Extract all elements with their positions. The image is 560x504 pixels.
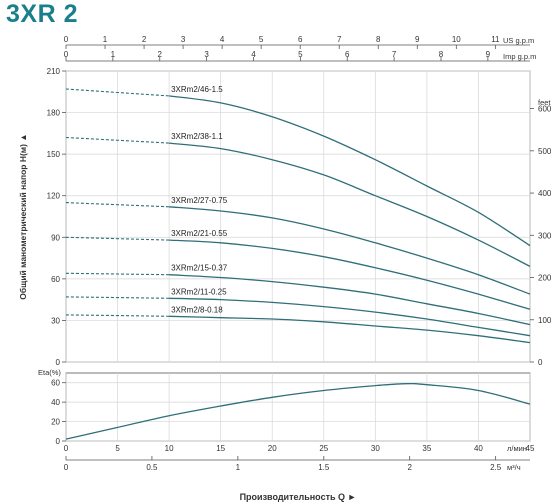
head-y-tick-label: 180 <box>47 109 61 118</box>
head-y-tick-label: 210 <box>47 67 61 76</box>
us-gpm-unit: US g.p.m <box>503 36 534 45</box>
series-curve <box>169 315 531 344</box>
imp-gpm-tick-label: 5 <box>298 50 303 59</box>
head-y-axis-label: Общий манометрический напор H(м) ▲ <box>18 133 28 299</box>
lmin-tick-label: 30 <box>371 444 380 453</box>
us-gpm-tick-label: 1 <box>103 35 108 44</box>
eff-y-tick-label: 60 <box>51 379 60 388</box>
series-label: 3XRm2/15-0.37 <box>171 264 228 273</box>
head-y-tick-label: 30 <box>51 316 60 325</box>
series-curve <box>169 206 531 295</box>
eff-y-tick-label: 20 <box>51 418 60 427</box>
lmin-tick-label: 15 <box>216 444 225 453</box>
lmin-tick-label: 40 <box>474 444 483 453</box>
series-curve <box>169 239 531 310</box>
imp-gpm-tick-label: 7 <box>392 50 397 59</box>
series-curve <box>169 297 531 337</box>
feet-y-tick-label: 0 <box>538 358 543 367</box>
imp-gpm-unit: Imp g.p.m <box>503 52 536 61</box>
eff-y-tick-label: 40 <box>51 398 60 407</box>
series-curve-dashed <box>65 136 170 144</box>
head-y-tick-label: 0 <box>56 358 61 367</box>
series-curve-dashed <box>65 296 170 299</box>
feet-axis-label: feet <box>538 98 551 107</box>
imp-gpm-tick-label: 0 <box>64 50 69 59</box>
eff-plot-frame <box>65 372 531 442</box>
imp-gpm-tick-label: 6 <box>345 50 350 59</box>
us-gpm-tick-label: 9 <box>415 35 420 44</box>
m3h-unit: м³/ч <box>507 463 521 472</box>
imp-gpm-tick-label: 8 <box>439 50 444 59</box>
lmin-tick-label: 5 <box>115 444 120 453</box>
m3h-tick-label: 2 <box>407 463 412 472</box>
us-gpm-tick-label: 10 <box>452 35 461 44</box>
lmin-tick-label: 35 <box>422 444 431 453</box>
eff-y-axis-label: Eta(%) <box>38 368 61 377</box>
imp-gpm-tick-label: 9 <box>486 50 491 59</box>
us-gpm-tick-label: 0 <box>64 35 69 44</box>
lmin-tick-label: 10 <box>165 444 174 453</box>
m3h-tick-label: 2.5 <box>490 463 502 472</box>
head-y-tick-label: 120 <box>47 192 61 201</box>
series-curve-dashed <box>65 202 170 208</box>
us-gpm-tick-label: 4 <box>220 35 225 44</box>
eff-y-tick-label: 0 <box>56 437 61 446</box>
head-y-tick-label: 60 <box>51 275 60 284</box>
series-curve-dashed <box>65 314 170 317</box>
imp-gpm-tick-label: 1 <box>111 50 116 59</box>
feet-y-tick-label: 600 <box>538 105 552 114</box>
series-label: 3XRm2/27-0.75 <box>171 196 228 205</box>
series-label: 3XRm2/38-1.1 <box>171 132 223 141</box>
us-gpm-tick-label: 11 <box>491 35 500 44</box>
series-curve <box>169 142 531 267</box>
series-curve <box>169 95 531 247</box>
m3h-tick-label: 1 <box>236 463 241 472</box>
imp-gpm-tick-label: 2 <box>158 50 163 59</box>
m3h-tick-label: 0.5 <box>146 463 158 472</box>
series-curve-dashed <box>65 88 170 97</box>
imp-gpm-tick-label: 4 <box>251 50 256 59</box>
series-curve-dashed <box>65 272 170 276</box>
head-y-tick-label: 150 <box>47 150 61 159</box>
series-label: 3XRm2/11-0.25 <box>171 287 227 296</box>
feet-y-tick-label: 500 <box>538 147 552 156</box>
x-axis-label: Производительность Q ► <box>240 492 357 502</box>
m3h-tick-label: 0 <box>64 463 69 472</box>
imp-gpm-tick-label: 3 <box>204 50 209 59</box>
series-curve <box>169 274 531 326</box>
series-label: 3XRm2/8-0.18 <box>171 305 223 314</box>
us-gpm-tick-label: 6 <box>298 35 303 44</box>
us-gpm-tick-label: 7 <box>337 35 342 44</box>
lmin-tick-label: 25 <box>319 444 328 453</box>
efficiency-curve <box>65 382 531 440</box>
series-label: 3XRm2/46-1.5 <box>171 85 223 94</box>
feet-y-tick-label: 100 <box>538 316 552 325</box>
m3h-tick-label: 1.5 <box>318 463 330 472</box>
lmin-tick-label: 20 <box>268 444 277 453</box>
us-gpm-tick-label: 3 <box>181 35 186 44</box>
us-gpm-tick-label: 2 <box>142 35 147 44</box>
head-y-tick-label: 90 <box>51 233 60 242</box>
feet-y-tick-label: 300 <box>538 231 552 240</box>
us-gpm-tick-label: 5 <box>259 35 264 44</box>
feet-y-tick-label: 400 <box>538 189 552 198</box>
feet-y-tick-label: 200 <box>538 274 552 283</box>
head-plot-frame <box>65 70 531 363</box>
series-label: 3XRm2/21-0.55 <box>171 229 228 238</box>
lmin-tick-label: 45 <box>526 444 535 453</box>
chart-title: 3XR 2 <box>6 0 78 28</box>
series-curve-dashed <box>65 236 170 241</box>
lmin-tick-label: 0 <box>64 444 69 453</box>
us-gpm-tick-label: 8 <box>376 35 381 44</box>
lmin-unit: л/мин <box>507 444 527 453</box>
